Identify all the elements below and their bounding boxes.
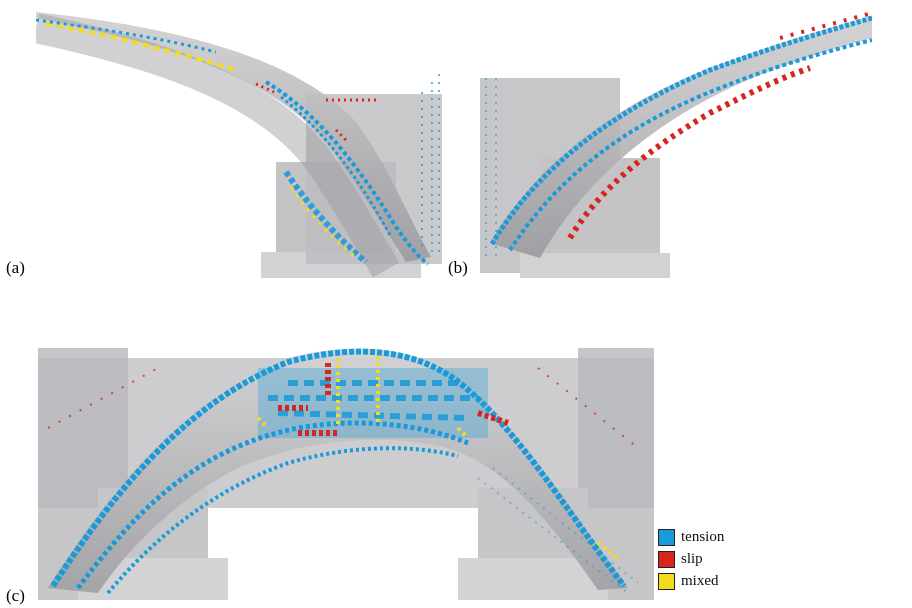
slip-points [278,363,509,436]
panel-label-b: (b) [448,258,468,277]
legend-swatch-tension [658,528,675,546]
legend: tension slip mixed [658,526,724,592]
panel-b-image [480,8,872,278]
arch-band [490,16,872,258]
tension-points [489,15,872,246]
legend-item-slip: slip [658,548,724,570]
tension-points [36,18,217,54]
panel-a-render [36,12,442,278]
panel-label-a: (a) [6,258,25,277]
legend-swatch-mixed [658,572,675,590]
legend-label-slip: slip [681,550,703,567]
legend-label-mixed: mixed [681,572,719,589]
arch-band [36,12,431,262]
mixed-points [45,22,237,72]
panel-c-image [38,338,654,600]
legend-item-mixed: mixed [658,570,724,592]
arch-band [48,348,628,593]
panel-b-render [480,11,872,278]
legend-label-tension: tension [681,528,725,545]
panel-a-image [36,12,442,278]
mixed-points [256,356,620,560]
crown-pattern [258,368,488,438]
slip-points [567,65,811,240]
legend-item-tension: tension [658,526,724,548]
panel-c-render [38,348,654,600]
panel-label-c: (c) [6,586,25,605]
slip-points [255,82,376,142]
legend-swatch-slip [658,550,675,568]
tension-points [50,348,627,588]
